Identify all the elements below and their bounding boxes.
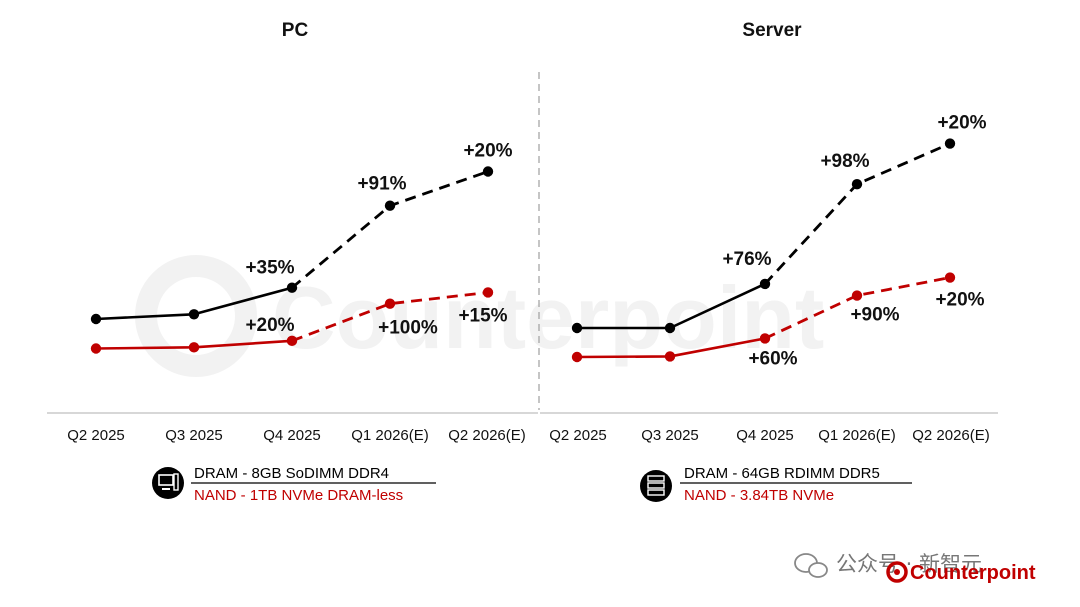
pc-dram-point — [384, 200, 396, 211]
watermark: Counterpoint — [135, 255, 824, 377]
server-nand-point — [759, 333, 771, 344]
server-nand-point — [571, 351, 583, 363]
pc-dram-point — [90, 313, 102, 325]
pc-nand-point — [188, 342, 200, 353]
pc-legend: DRAM - 8GB SoDIMM DDR4 NAND - 1TB NVMe D… — [152, 465, 436, 504]
pc-dram-point — [188, 309, 200, 320]
server-dram-point — [759, 278, 771, 290]
server-nand-point — [851, 290, 863, 301]
pc-nand-point — [384, 298, 396, 309]
server-legend: DRAM - 64GB RDIMM DDR5 NAND - 3.84TB NVM… — [640, 465, 912, 504]
server-dram-data-label: +20% — [937, 113, 986, 134]
pc-nand-data-label: +20% — [245, 315, 294, 336]
server-x-tick-label: Q2 2026(E) — [912, 427, 990, 444]
pc-nand-data-label: +15% — [458, 305, 507, 326]
server-x-tick-label: Q4 2025 — [736, 427, 794, 444]
pc-nand-point — [286, 335, 298, 347]
pc-title: PC — [282, 20, 309, 41]
brand-text: Counterpoint — [910, 562, 1036, 584]
server-dram-data-label: +98% — [820, 151, 869, 172]
footer: 公众号 · 新智元 Counterpoint — [794, 552, 1036, 584]
wechat-icon — [794, 553, 828, 578]
server-nand-data-label: +20% — [935, 290, 984, 311]
counterpoint-logo-icon — [886, 561, 908, 583]
wechat-account-text: 公众号 · 新智元 — [836, 552, 982, 576]
pc-dram-data-label: +35% — [245, 258, 294, 279]
pc-dram-data-label: +20% — [463, 141, 512, 162]
server-dram-point — [571, 322, 583, 334]
server-title: Server — [742, 20, 802, 41]
server-nand-line-estimate — [764, 276, 951, 340]
server-x-tick-label: Q1 2026(E) — [818, 427, 896, 444]
server-legend-nand: NAND - 3.84TB NVMe — [684, 487, 834, 504]
pc-plot: Q2 2025 Q3 2025 Q4 2025 Q1 2026(E) Q2 2026(E… — [67, 141, 526, 445]
pc-nand-point — [482, 287, 494, 298]
pc-nand-data-label: +100% — [378, 318, 438, 339]
server-nand-point — [664, 351, 676, 362]
pc-dram-point — [482, 166, 494, 177]
pc-legend-nand: NAND - 1TB NVMe DRAM-less — [194, 487, 403, 504]
pc-dram-data-label: +91% — [357, 174, 406, 195]
server-icon — [640, 470, 672, 502]
pc-x-tick-label: Q3 2025 — [165, 427, 223, 444]
pc-nand-line-estimate — [291, 291, 489, 343]
server-dram-point — [664, 322, 676, 334]
server-legend-dram: DRAM - 64GB RDIMM DDR5 — [684, 465, 880, 482]
pc-x-tick-label: Q1 2026(E) — [351, 427, 429, 444]
server-nand-data-label: +60% — [748, 348, 797, 369]
server-dram-point — [851, 178, 863, 190]
server-x-tick-label: Q3 2025 — [641, 427, 699, 444]
pc-x-tick-label: Q2 2026(E) — [448, 427, 526, 444]
pc-icon — [152, 467, 184, 499]
pc-legend-dram: DRAM - 8GB SoDIMM DDR4 — [194, 465, 389, 482]
server-dram-data-label: +76% — [722, 249, 771, 270]
pc-x-tick-label: Q2 2025 — [67, 427, 125, 444]
pc-nand-point — [90, 343, 102, 354]
pc-x-tick-label: Q4 2025 — [263, 427, 321, 444]
server-nand-data-label: +90% — [850, 305, 899, 326]
server-plot: Q2 2025 Q3 2025 Q4 2025 Q1 2026(E) Q2 2026(E… — [549, 113, 990, 444]
pc-dram-point — [286, 282, 298, 293]
watermark-text: Counterpoint — [272, 268, 824, 367]
server-x-tick-label: Q2 2025 — [549, 427, 607, 444]
server-dram-point — [944, 138, 956, 149]
server-nand-point — [944, 272, 956, 283]
